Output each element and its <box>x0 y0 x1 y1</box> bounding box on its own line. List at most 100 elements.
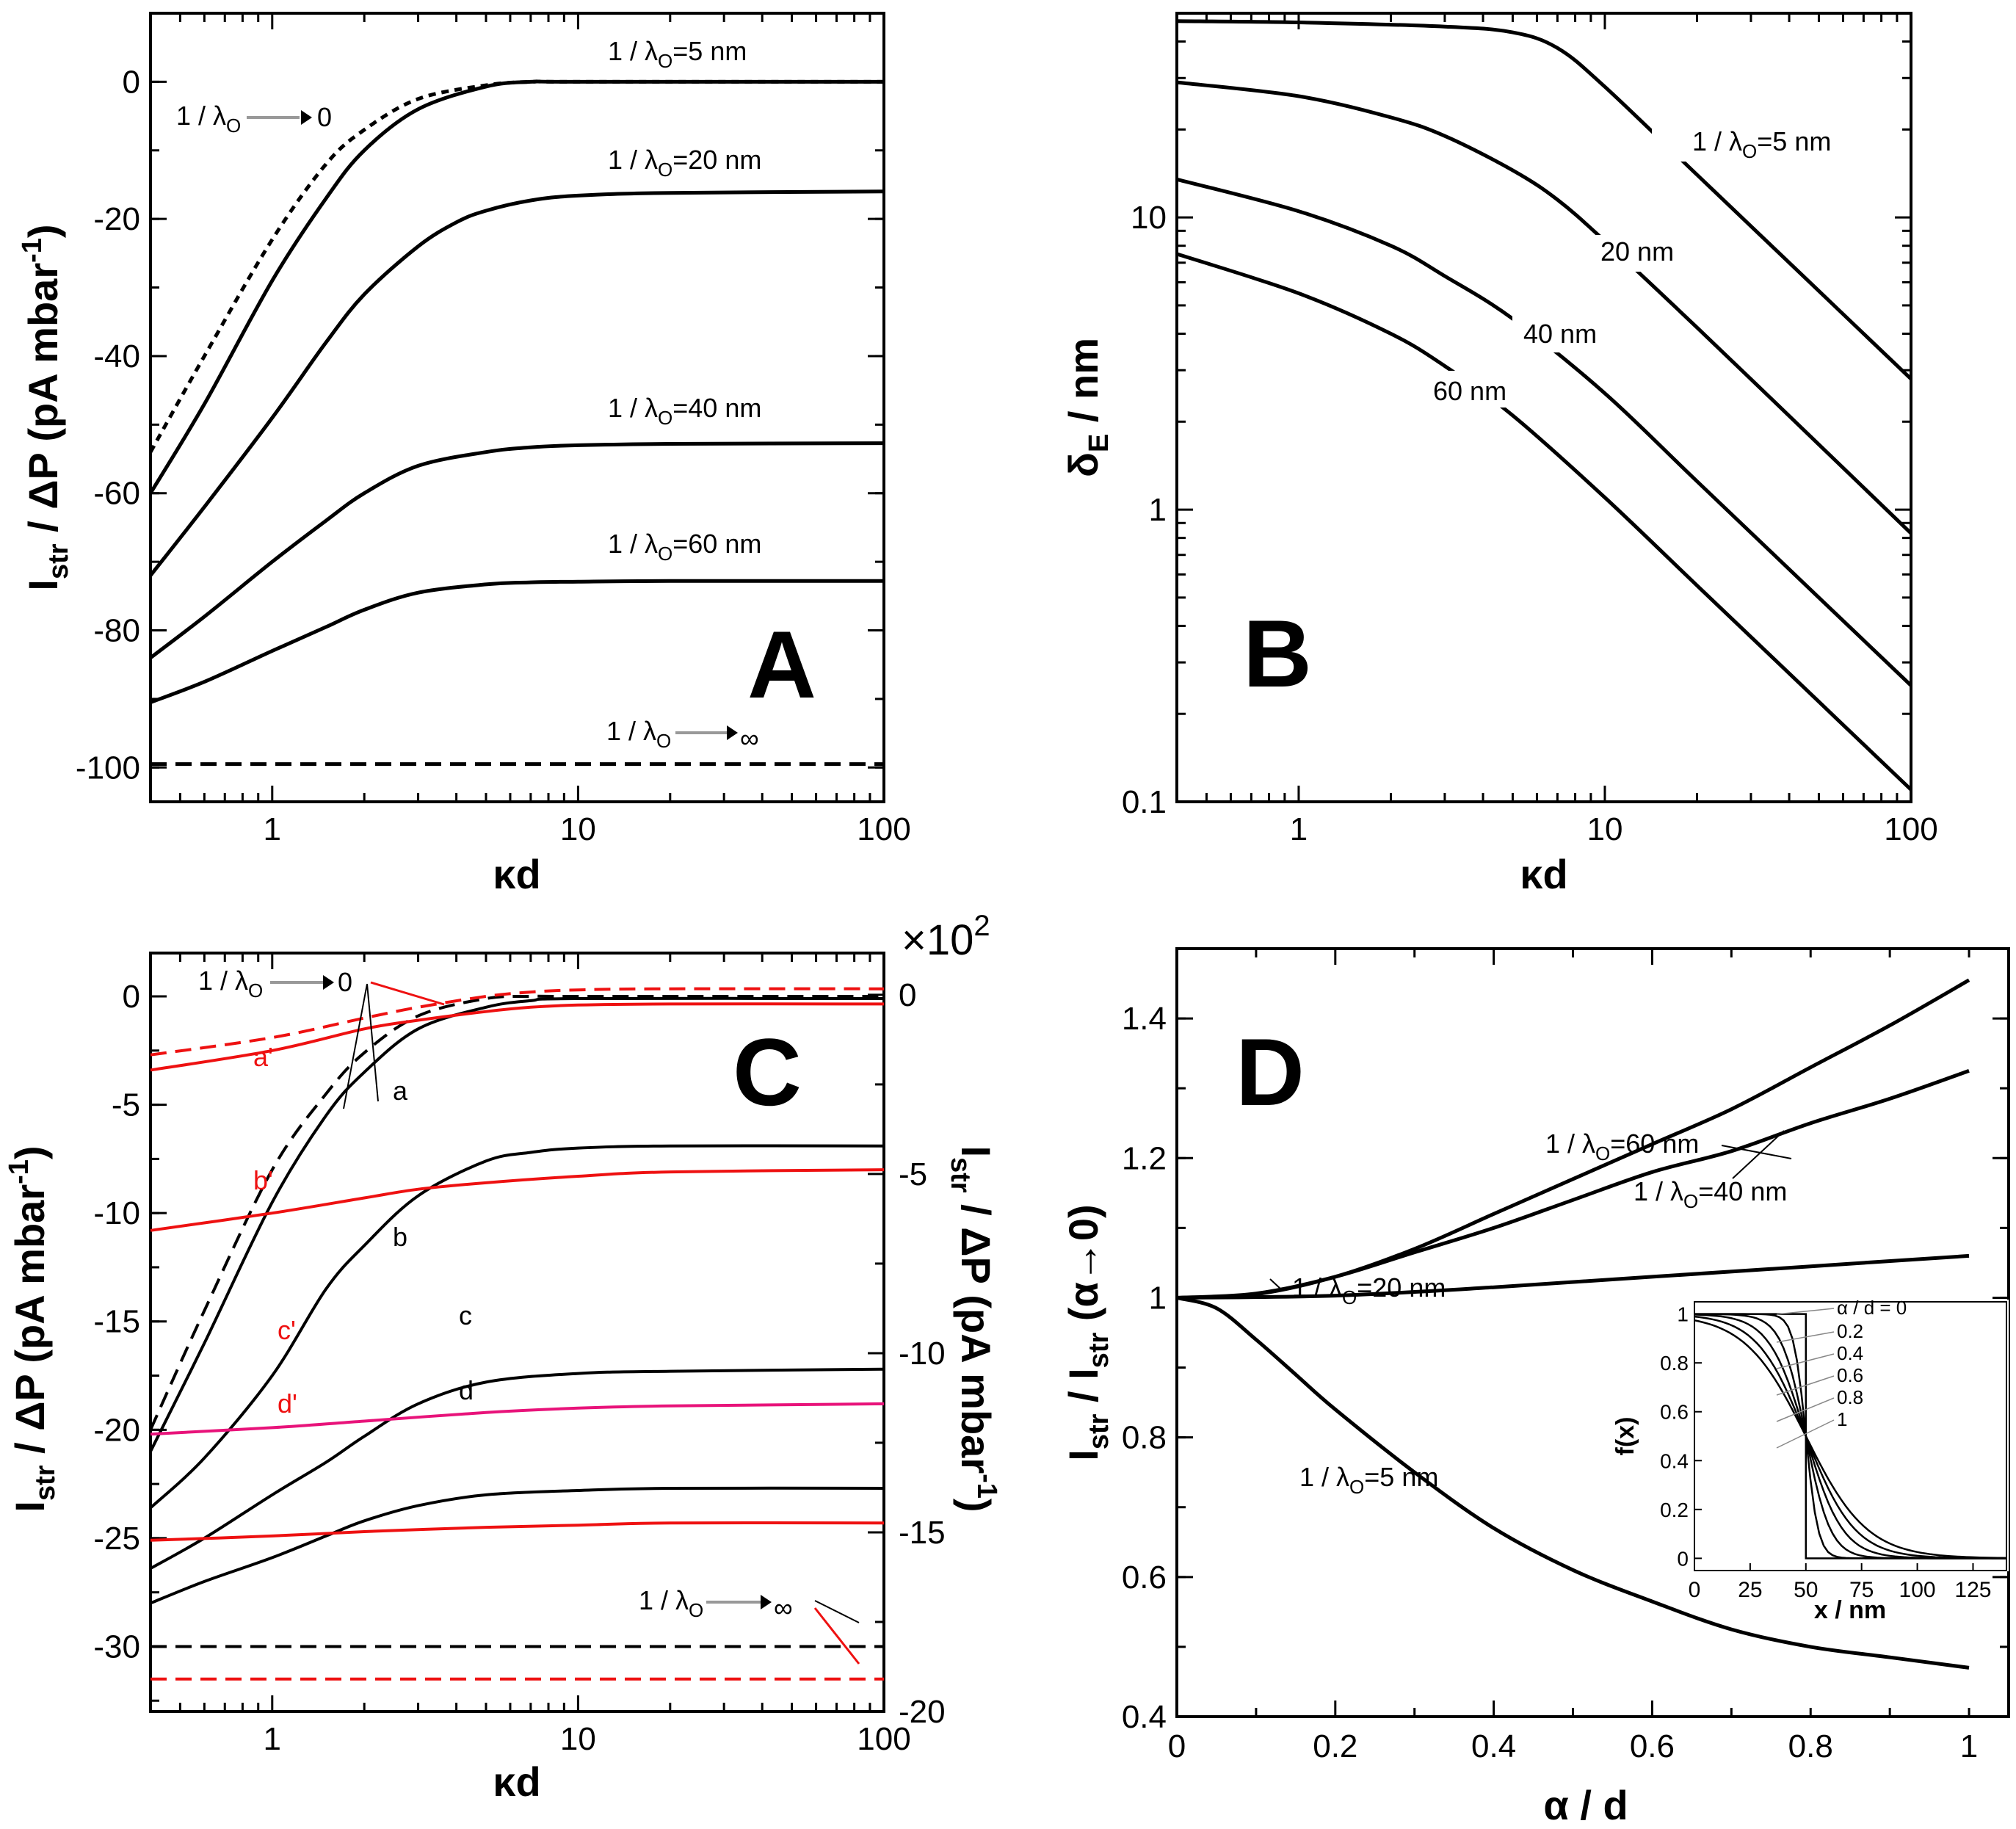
curve-label-b-prime: b' <box>253 1165 273 1195</box>
inset-y-tick-label: 0.6 <box>1660 1401 1689 1424</box>
series-line-0 <box>1176 19 1912 380</box>
leader-line <box>343 983 368 1109</box>
right-y-tick-label: 0 <box>899 977 916 1013</box>
y-tick-label: 10 <box>1131 200 1167 236</box>
x-tick-label: 1 <box>264 811 281 847</box>
label-lambda-inf: 1 / λO <box>606 716 671 752</box>
panel-a: 1 10 100 0 -20 -40 -60 -80 -100 κd Istr / ΔP (pA… <box>17 12 911 897</box>
inset-legend-label: 0.2 <box>1837 1320 1863 1342</box>
label-5nm: 1 / λO=5 nm <box>1692 126 1831 162</box>
series-line-2 <box>149 1144 885 1510</box>
series-line-4 <box>150 579 885 704</box>
curve-label-d: d <box>459 1375 474 1405</box>
series-line-1 <box>1176 80 1912 535</box>
curve-label-c: c <box>459 1300 472 1330</box>
curve-label-b: b <box>393 1222 407 1252</box>
label-mask <box>1424 371 1527 408</box>
arrowhead <box>323 975 334 990</box>
y-tick-label: -5 <box>112 1087 140 1123</box>
series-line-9 <box>150 1402 885 1436</box>
inset-y-tick-label: 0.4 <box>1660 1449 1689 1472</box>
curve-label-a: a <box>393 1076 408 1106</box>
label-lambda-zero: 1 / λO <box>198 966 263 1002</box>
x-axis-title: κd <box>493 1759 540 1805</box>
x-tick-label: 1 <box>1290 811 1308 847</box>
y-tick-label: -100 <box>76 750 140 786</box>
panel-b: 1 10 100 0.1 1 10 κd δE / nm B 1 / λO=5 nm 20… <box>1060 12 1938 897</box>
y-tick-label: -10 <box>93 1195 140 1231</box>
label-5nm: 1 / λO=5 nm <box>608 36 747 72</box>
series-line-1 <box>148 79 884 494</box>
leader-line-red <box>370 981 445 1006</box>
series-group <box>148 79 885 767</box>
plot-frame <box>1175 12 1912 803</box>
curve-label-d-prime: d' <box>278 1388 297 1419</box>
panel-letter: C <box>733 1018 802 1126</box>
y-axis-title: Istr / ΔP (pA mbar-1) <box>17 224 74 590</box>
series-line-2 <box>149 189 885 577</box>
label-40nm-text: 1 / λO=40 nm <box>1634 1176 1787 1212</box>
label-lambda-zero-value: 0 <box>338 967 352 997</box>
y-axis-title: Istr / Istr (α→0) <box>1060 1204 1114 1460</box>
x-tick-label: 100 <box>857 1721 910 1757</box>
y-tick-label: -20 <box>93 1412 140 1448</box>
y-tick-label: -15 <box>93 1304 140 1340</box>
series-line-3 <box>150 1367 885 1570</box>
y-tick-label: 1 <box>1149 1280 1167 1316</box>
plot-frame <box>149 952 885 1713</box>
inset-legend-label: 0.6 <box>1837 1364 1863 1386</box>
inset-background <box>1692 1300 2009 1571</box>
series-line-0 <box>148 79 884 453</box>
x-axis-title: κd <box>1520 851 1567 897</box>
inset-legend: α / d = 00.20.40.60.81 <box>1776 1297 1907 1449</box>
inset-legend-label: 1 <box>1837 1408 1847 1430</box>
x-axis-title: α / d <box>1543 1782 1628 1828</box>
x-tick-label: 10 <box>1587 811 1622 847</box>
panel-letter: D <box>1236 1018 1305 1126</box>
label-lambda-zero-value: 0 <box>317 102 332 132</box>
inset-x-tick-label: 50 <box>1794 1578 1818 1602</box>
inset-legend-label: 0.8 <box>1837 1386 1863 1408</box>
arrowhead <box>301 110 312 125</box>
x-tick-label: 100 <box>1884 811 1937 847</box>
y-tick-label: 1.2 <box>1122 1140 1167 1176</box>
leader-line-red <box>813 1607 860 1665</box>
inset-legend-leader <box>1776 1331 1835 1343</box>
panel-letter: B <box>1243 600 1312 707</box>
x-tick-label: 0.2 <box>1313 1728 1357 1764</box>
x-tick-label: 0.8 <box>1788 1728 1833 1764</box>
y-tick-label: 1 <box>1149 492 1167 528</box>
right-axis-multiplier: ×102 <box>902 910 990 964</box>
right-y-tick-label: -20 <box>899 1694 946 1730</box>
x-tick-label: 1 <box>1960 1728 1978 1764</box>
series-line-1 <box>149 996 885 1452</box>
inset-legend-label: 0.4 <box>1837 1342 1863 1364</box>
y-tick-label: -60 <box>93 476 140 512</box>
inset-x-tick-label: 0 <box>1689 1578 1701 1602</box>
leader-line <box>814 1600 860 1623</box>
label-20nm: 1 / λO=20 nm <box>1292 1272 1446 1308</box>
y-tick-label: -40 <box>93 338 140 374</box>
panel-letter: A <box>747 611 816 718</box>
y-tick-label: 0.1 <box>1122 784 1167 820</box>
inset-curve-4 <box>1694 1315 2006 1560</box>
label-60nm: 1 / λO=60 nm <box>608 529 761 565</box>
leader-line <box>366 983 379 1102</box>
inset-legend-label: α / d = 0 <box>1837 1297 1907 1319</box>
inset-y-tick-label: 0 <box>1677 1547 1689 1570</box>
series-line-10 <box>150 1521 885 1542</box>
inset-x-title: x / nm <box>1814 1596 1886 1624</box>
inset-y-title: f(x) <box>1611 1417 1639 1456</box>
right-y-tick-label: -10 <box>899 1336 946 1372</box>
curve-label-a-prime: a' <box>253 1042 273 1072</box>
label-lambda-inf-value: ∞ <box>740 723 759 753</box>
x-tick-label: 10 <box>560 1721 596 1757</box>
label-40nm: 40 nm <box>1523 319 1597 349</box>
series-line-3 <box>1176 252 1912 792</box>
label-5nm: 1 / λO=5 nm <box>1299 1462 1438 1498</box>
y-tick-label: -25 <box>93 1521 140 1557</box>
